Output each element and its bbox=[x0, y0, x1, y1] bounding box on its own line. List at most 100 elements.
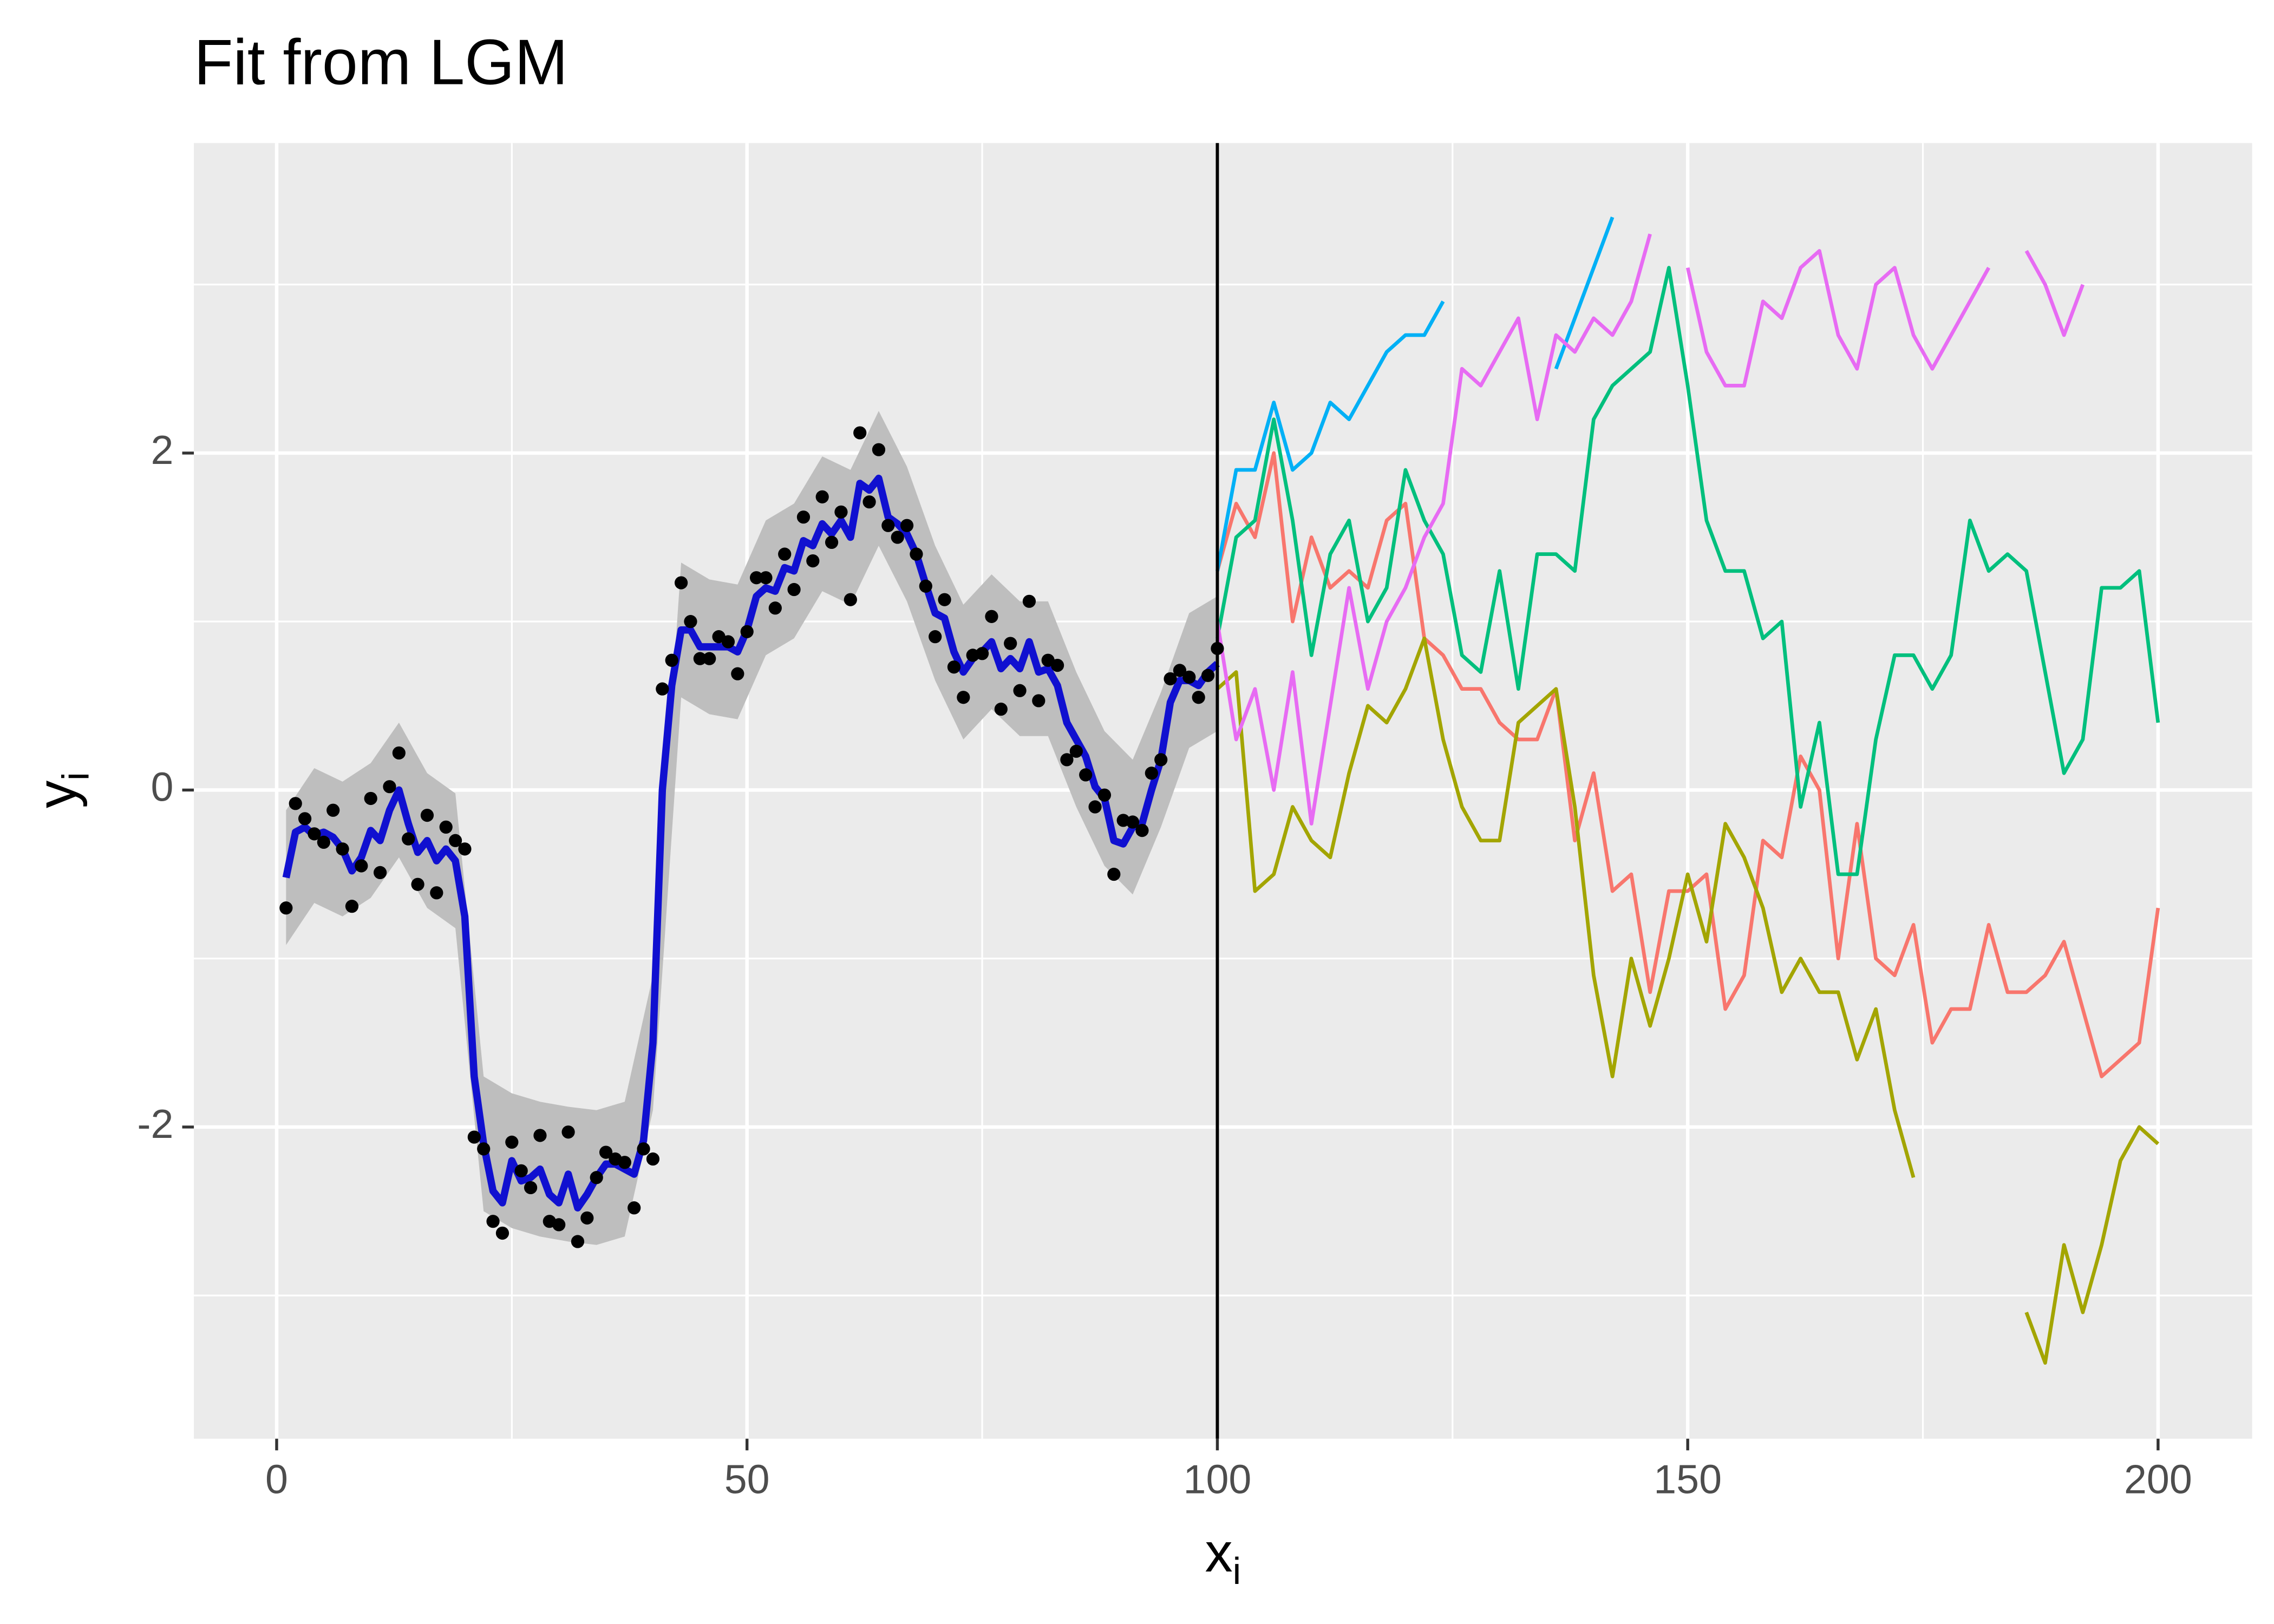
y-tick-label: 0 bbox=[151, 764, 173, 809]
data-point bbox=[731, 667, 744, 680]
data-point bbox=[844, 593, 857, 606]
data-point bbox=[1126, 815, 1140, 829]
data-point bbox=[599, 1145, 613, 1159]
data-point bbox=[684, 615, 697, 628]
x-axis-title: xi bbox=[1205, 1521, 1241, 1593]
data-point bbox=[402, 832, 415, 846]
data-point bbox=[768, 601, 782, 615]
data-point bbox=[891, 531, 904, 544]
data-point bbox=[740, 625, 754, 638]
data-point bbox=[1173, 664, 1187, 677]
chart-title: Fit from LGM bbox=[194, 27, 568, 99]
data-point bbox=[862, 495, 876, 509]
data-point bbox=[571, 1235, 585, 1248]
series-line bbox=[1216, 266, 2160, 876]
data-point bbox=[1201, 669, 1215, 682]
data-point bbox=[721, 635, 735, 649]
y-axis-title-base: y bbox=[25, 781, 88, 808]
data-point bbox=[1050, 658, 1064, 672]
data-point bbox=[628, 1201, 641, 1215]
data-point bbox=[430, 886, 443, 900]
data-point bbox=[1013, 684, 1027, 697]
data-point bbox=[373, 866, 387, 880]
data-point bbox=[759, 571, 773, 585]
data-point bbox=[796, 510, 811, 524]
x-tick-label: 150 bbox=[1654, 1456, 1722, 1502]
data-point bbox=[495, 1226, 509, 1240]
series-line bbox=[282, 474, 1220, 1212]
data-point bbox=[590, 1171, 603, 1184]
data-point bbox=[561, 1125, 575, 1139]
data-point bbox=[533, 1129, 547, 1142]
data-point bbox=[618, 1156, 631, 1169]
data-point bbox=[1004, 637, 1017, 650]
data-point bbox=[383, 780, 396, 794]
x-tick-label: 50 bbox=[724, 1456, 770, 1502]
data-point bbox=[656, 682, 669, 696]
data-point bbox=[1135, 823, 1149, 837]
data-point bbox=[326, 803, 340, 817]
data-point bbox=[703, 652, 716, 665]
x-tick-label: 100 bbox=[1184, 1456, 1252, 1502]
data-point bbox=[985, 610, 998, 623]
data-point bbox=[1069, 744, 1083, 758]
data-point bbox=[355, 859, 368, 873]
data-point bbox=[1022, 594, 1036, 608]
data-point bbox=[279, 901, 293, 915]
data-point bbox=[910, 547, 923, 561]
data-point bbox=[308, 827, 321, 841]
data-point bbox=[1079, 768, 1093, 782]
data-point bbox=[514, 1164, 528, 1177]
y-axis-title-subscript: i bbox=[55, 772, 97, 781]
data-point bbox=[1032, 694, 1045, 708]
data-point bbox=[505, 1135, 519, 1149]
data-point bbox=[552, 1218, 566, 1232]
x-tick-label: 200 bbox=[2124, 1456, 2192, 1502]
data-point bbox=[392, 746, 406, 760]
data-point bbox=[420, 808, 434, 822]
data-point bbox=[815, 490, 829, 503]
x-axis-title-subscript: i bbox=[1233, 1550, 1241, 1593]
data-point bbox=[825, 535, 839, 549]
y-tick-label: -2 bbox=[137, 1101, 173, 1147]
data-point bbox=[919, 579, 932, 593]
data-point bbox=[298, 812, 312, 826]
data-point bbox=[929, 630, 942, 644]
data-point bbox=[693, 652, 707, 665]
data-point bbox=[345, 900, 359, 913]
data-point bbox=[317, 835, 330, 849]
data-point bbox=[957, 691, 970, 704]
axes: 0 50 100 150 200 -2 0 2 bbox=[137, 427, 2192, 1502]
data-point bbox=[448, 834, 462, 847]
data-point bbox=[1192, 691, 1205, 704]
data-point bbox=[975, 647, 989, 660]
y-tick-label: 2 bbox=[151, 427, 173, 473]
data-point bbox=[477, 1142, 491, 1156]
series-line bbox=[1216, 233, 2085, 826]
data-point bbox=[637, 1142, 650, 1156]
data-point bbox=[674, 576, 688, 590]
data-point bbox=[439, 820, 453, 834]
data-point bbox=[665, 653, 678, 667]
data-point bbox=[749, 571, 763, 585]
data-point bbox=[872, 443, 886, 456]
data-point bbox=[1164, 672, 1177, 686]
x-axis-title-base: x bbox=[1205, 1521, 1232, 1583]
data-point bbox=[467, 1130, 481, 1144]
data-point bbox=[1154, 753, 1168, 767]
data-point bbox=[881, 519, 895, 532]
data-point bbox=[806, 554, 820, 568]
data-point bbox=[853, 426, 867, 440]
series-line bbox=[1216, 451, 2160, 1078]
data-point bbox=[778, 547, 792, 561]
confidence-band bbox=[286, 411, 1218, 1245]
data-point bbox=[486, 1215, 500, 1228]
data-point bbox=[1088, 800, 1102, 814]
data-point bbox=[1145, 767, 1158, 780]
data-point bbox=[524, 1181, 538, 1195]
data-point bbox=[1182, 670, 1196, 684]
data-point bbox=[580, 1211, 594, 1225]
data-point bbox=[1107, 867, 1121, 881]
